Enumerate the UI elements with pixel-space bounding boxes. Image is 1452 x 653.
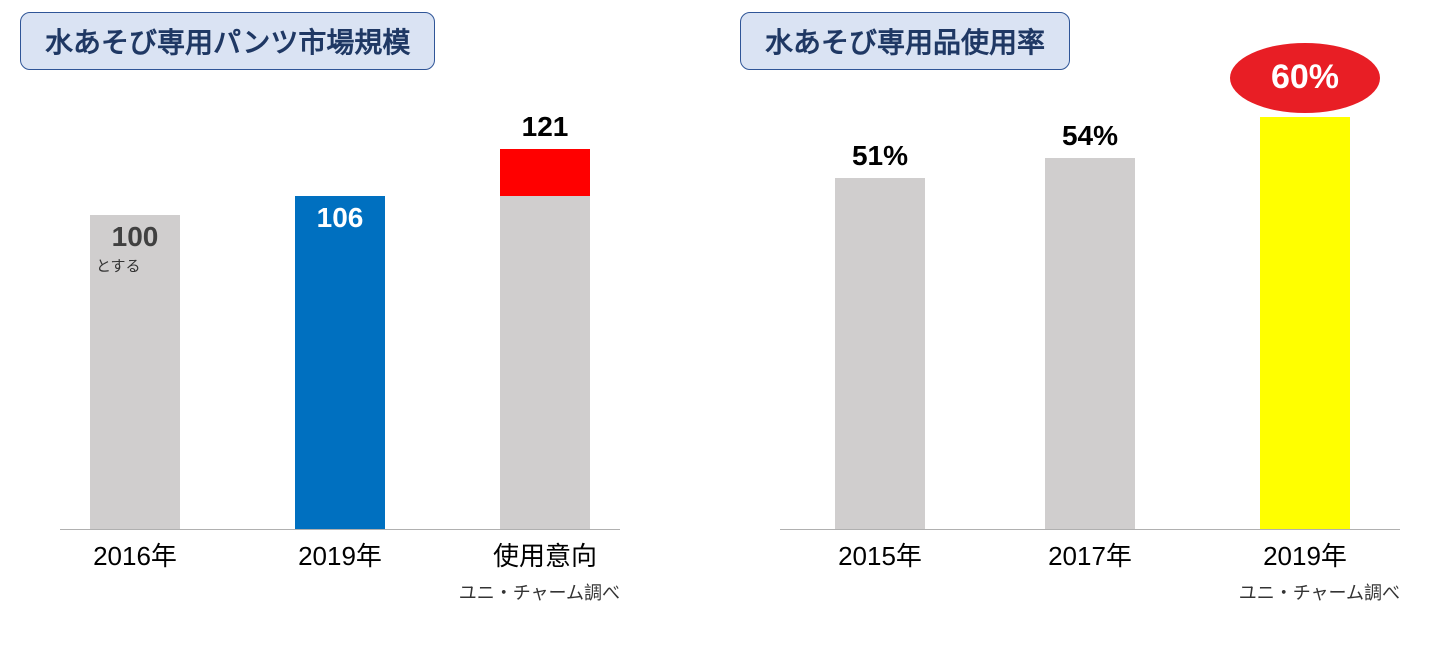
chart-title: 水あそび専用品使用率 bbox=[740, 12, 1070, 70]
source-note: ユニ・チャーム調べ bbox=[1239, 579, 1400, 605]
value-sublabel: とする bbox=[96, 255, 141, 276]
category-label: 2017年 bbox=[990, 536, 1190, 573]
bar: 2017年54% bbox=[1045, 158, 1135, 529]
value-label-ellipse: 60% bbox=[1230, 43, 1380, 113]
bar-segment bbox=[835, 178, 925, 529]
plot-area: ユニ・チャーム調べ 2015年51%2017年54%2019年60% bbox=[780, 90, 1400, 530]
value-label: 106 bbox=[240, 202, 440, 234]
category-label: 2019年 bbox=[240, 536, 440, 573]
value-label: 51% bbox=[780, 140, 980, 172]
bar: 2019年106 bbox=[295, 196, 385, 529]
bar-segment bbox=[1045, 158, 1135, 529]
category-label: 使用意向 bbox=[445, 536, 645, 573]
bar: 2015年51% bbox=[835, 178, 925, 529]
chart-title: 水あそび専用パンツ市場規模 bbox=[20, 12, 435, 70]
bar-segment bbox=[295, 196, 385, 529]
category-label: 2016年 bbox=[35, 536, 235, 573]
market-size-chart: 水あそび専用パンツ市場規模 ユニ・チャーム調べ 2016年100とする2019年… bbox=[20, 0, 640, 70]
usage-rate-chart: 水あそび専用品使用率 ユニ・チャーム調べ 2015年51%2017年54%201… bbox=[740, 0, 1440, 70]
category-label: 2015年 bbox=[780, 536, 980, 573]
value-label: 54% bbox=[990, 120, 1190, 152]
plot-area: ユニ・チャーム調べ 2016年100とする2019年106使用意向121 bbox=[60, 90, 620, 530]
value-label: 100 bbox=[35, 221, 235, 253]
bar-segment bbox=[500, 149, 590, 196]
bar-segment bbox=[500, 196, 590, 529]
bar: 2019年60% bbox=[1260, 117, 1350, 530]
bar-segment bbox=[1260, 117, 1350, 530]
source-note: ユニ・チャーム調べ bbox=[459, 579, 620, 605]
value-label: 121 bbox=[445, 111, 645, 143]
category-label: 2019年 bbox=[1205, 536, 1405, 573]
bar: 使用意向121 bbox=[500, 149, 590, 529]
bar: 2016年100とする bbox=[90, 215, 180, 529]
